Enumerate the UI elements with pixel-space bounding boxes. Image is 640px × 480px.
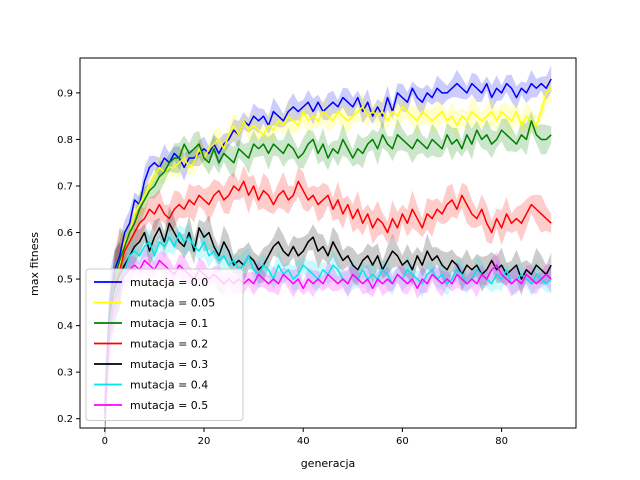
y-tick-label: 0.2 — [57, 414, 73, 425]
line-series-6 — [104, 259, 552, 419]
legend-label-4: mutacja = 0.3 — [130, 358, 208, 371]
band-series-4 — [104, 206, 552, 436]
x-tick-label: 60 — [396, 436, 409, 447]
x-tick-label: 80 — [495, 436, 508, 447]
y-tick-label: 0.9 — [57, 88, 73, 99]
legend-label-5: mutacja = 0.4 — [130, 379, 208, 392]
x-tick-label: 20 — [198, 436, 211, 447]
x-tick-label: 0 — [102, 436, 108, 447]
legend-label-1: mutacja = 0.05 — [130, 297, 215, 310]
legend-label-2: mutacja = 0.1 — [130, 317, 208, 330]
x-tick-label: 40 — [297, 436, 310, 447]
line-series-3 — [104, 180, 552, 415]
y-tick-label: 0.5 — [57, 275, 73, 286]
y-tick-label: 0.4 — [57, 321, 73, 332]
legend-label-3: mutacja = 0.2 — [130, 338, 208, 351]
band-series-1 — [104, 77, 552, 446]
axes: 0 20 40 60 80 0.2 0.3 0.4 0.5 0.6 0.7 0.8 0.9 — [57, 57, 577, 447]
line-series-4 — [104, 222, 552, 415]
legend-label-6: mutacja = 0.5 — [130, 399, 208, 412]
band-series-5 — [104, 222, 552, 431]
series-lines — [104, 78, 552, 419]
y-tick-label: 0.7 — [57, 181, 73, 192]
band-series-2 — [104, 110, 552, 450]
legend-label-0: mutacja = 0.0 — [130, 276, 208, 289]
x-axis-label: generacja — [301, 457, 356, 470]
band-series-6 — [104, 247, 552, 440]
plot-frame — [79, 57, 577, 429]
line-series-1 — [104, 87, 552, 415]
legend-box — [85, 268, 244, 421]
y-tick-label: 0.6 — [57, 228, 73, 239]
y-tick-label: 0.8 — [57, 135, 73, 146]
y-axis-label: max fitness — [28, 232, 41, 296]
y-tick-label: 0.3 — [57, 368, 73, 379]
legend: mutacja = 0.0 mutacja = 0.05 mutacja = 0.1… — [85, 268, 244, 421]
line-series-2 — [104, 120, 552, 415]
